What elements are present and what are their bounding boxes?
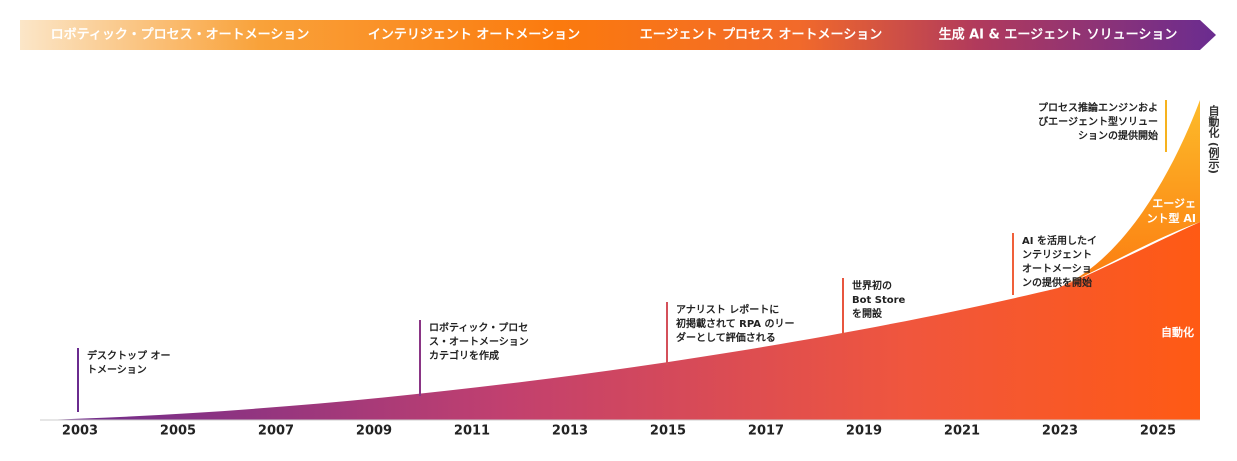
phase-label: ロボティック・プロセス・オートメーション — [51, 27, 310, 43]
year-label: 2023 — [1042, 424, 1078, 439]
milestone-text: カテゴリを作成 — [429, 349, 499, 362]
milestone-text: ダーとして評価される — [676, 331, 776, 344]
phase-banner — [20, 20, 1216, 50]
milestone-text: びエージェント型ソリュー — [1038, 115, 1158, 128]
milestone-text: を開設 — [852, 307, 883, 320]
year-label: 2009 — [356, 424, 392, 439]
milestone-text: トメーション — [87, 364, 147, 376]
agentic-label: ント型 AI — [1147, 211, 1196, 225]
milestone-text: オートメーショ — [1022, 263, 1092, 275]
milestone-text: デスクトップ オー — [87, 349, 170, 362]
year-label: 2025 — [1140, 424, 1176, 439]
agentic-label: エージェ — [1152, 197, 1196, 210]
agentic-area — [1058, 100, 1200, 288]
milestone-text: ス・オートメーション — [429, 336, 529, 348]
milestone-text: ロボティック・プロセ — [429, 321, 528, 334]
year-label: 2005 — [160, 424, 196, 439]
phase-label: エージェント プロセス オートメーション — [640, 28, 883, 43]
year-label: 2019 — [846, 424, 882, 439]
milestone-text: 世界初の — [852, 279, 892, 292]
milestone-text: ンの提供を開始 — [1022, 276, 1092, 289]
milestone-text: ンテリジェント — [1022, 249, 1092, 261]
milestone-text: アナリスト レポートに — [676, 303, 779, 316]
milestone-text: プロセス推論エンジンおよ — [1038, 101, 1158, 114]
year-label: 2007 — [258, 424, 294, 439]
year-label: 2017 — [748, 424, 784, 439]
phase-label: インテリジェント オートメーション — [368, 28, 580, 43]
area-axis-label: 自動化 (例示) — [1207, 104, 1221, 174]
year-label: 2011 — [454, 424, 490, 439]
year-label: 2003 — [62, 424, 98, 439]
milestone-text: AI を活用したイ — [1022, 234, 1097, 247]
automation-area — [40, 222, 1200, 420]
year-label: 2021 — [944, 424, 980, 439]
milestone-text: 初掲載されて RPA のリー — [676, 317, 795, 330]
year-label: 2013 — [552, 424, 588, 439]
milestone-text: ションの提供開始 — [1078, 129, 1158, 142]
year-label: 2015 — [650, 424, 686, 439]
milestone-text: Bot Store — [852, 295, 906, 306]
phase-label: 生成 AI & エージェント ソリューション — [939, 27, 1178, 43]
automation-label: 自動化 — [1161, 325, 1194, 339]
